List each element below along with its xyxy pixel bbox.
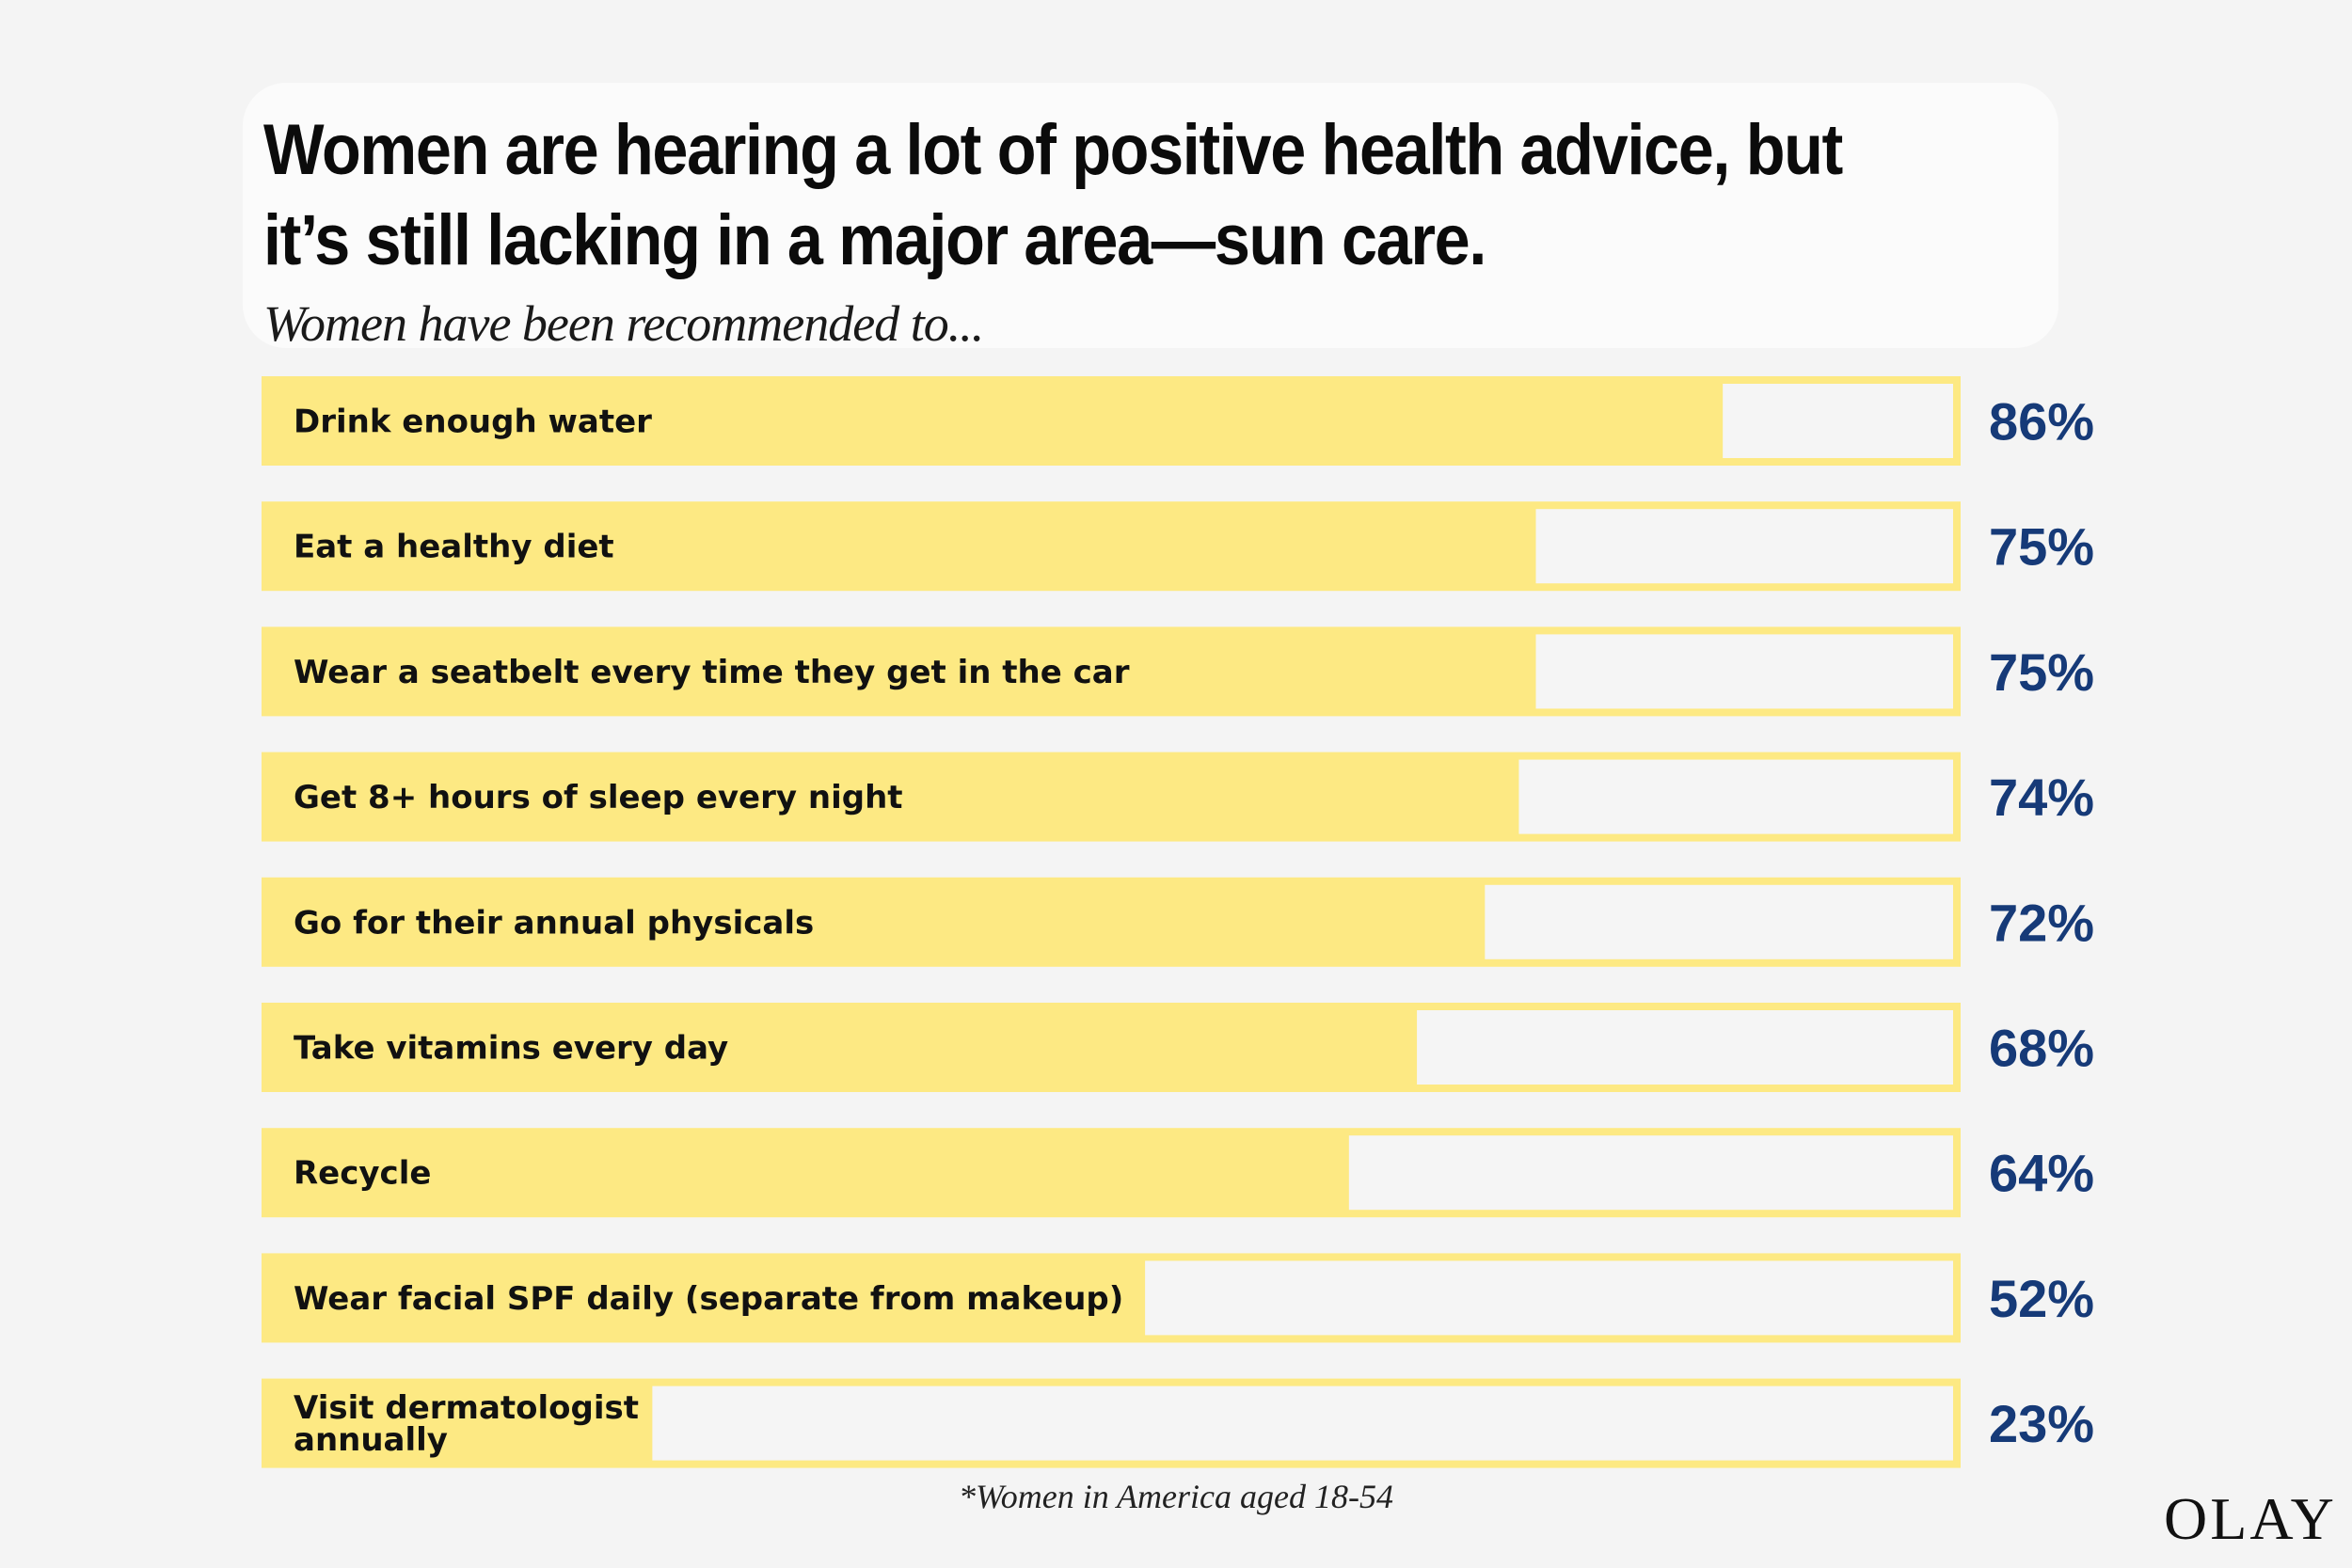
category-label: Take vitamins every day (294, 1030, 728, 1068)
value-label: 75% (1989, 642, 2094, 702)
bar-remainder (1417, 1010, 1953, 1085)
bar-row: Wear facial SPF daily (separate from mak… (262, 1253, 2094, 1343)
bar-row: Eat a healthy diet 75% (262, 501, 2094, 592)
bar-remainder (1348, 1135, 1953, 1211)
bar-remainder (1518, 759, 1953, 834)
bar-remainder (652, 1386, 1953, 1461)
category-label: Recycle (294, 1155, 431, 1193)
category-label: annually (294, 1421, 448, 1459)
bar-row: Take vitamins every day 68% (262, 1003, 2094, 1092)
value-label: 64% (1989, 1144, 2094, 1203)
value-label: 68% (1989, 1019, 2094, 1078)
bar-remainder (1535, 509, 1953, 584)
bar-remainder (1723, 384, 1953, 458)
chart-subtitle: Women have been recommended to... (263, 295, 984, 352)
category-label: Get 8+ hours of sleep every night (294, 779, 903, 816)
category-label: Eat a healthy diet (294, 529, 614, 566)
bar-row: Wear a seatbelt every time they get in t… (262, 626, 2094, 717)
value-label: 75% (1989, 517, 2094, 577)
footnote: *Women in America aged 18-54 (959, 1478, 1393, 1515)
bar-remainder (1535, 634, 1953, 709)
bar-row: Get 8+ hours of sleep every night 74% (262, 752, 2094, 842)
brand-logo: OLAY (2164, 1485, 2337, 1552)
category-label: Drink enough water (294, 404, 652, 441)
bar-row: Recycle 64% (262, 1128, 2094, 1218)
value-label: 74% (1989, 768, 2094, 827)
category-label: Wear facial SPF daily (separate from mak… (294, 1280, 1123, 1318)
value-label: 23% (1989, 1394, 2094, 1453)
bar-remainder (1485, 884, 1953, 959)
bar-row: Drink enough water 86% (262, 376, 2094, 466)
bar-row: Go for their annual physicals 72% (262, 877, 2094, 967)
title-box (243, 83, 2058, 348)
bar-remainder (1145, 1260, 1953, 1336)
value-label: 52% (1989, 1269, 2094, 1328)
category-label: Wear a seatbelt every time they get in t… (294, 654, 1130, 691)
chart-title: Women are hearing a lot of positive heal… (263, 110, 1843, 280)
value-label: 72% (1989, 893, 2094, 952)
value-label: 86% (1989, 392, 2094, 451)
category-label: Go for their annual physicals (294, 904, 814, 942)
bar-frame (262, 376, 1961, 466)
category-label: Visit dermatologist (294, 1389, 639, 1427)
